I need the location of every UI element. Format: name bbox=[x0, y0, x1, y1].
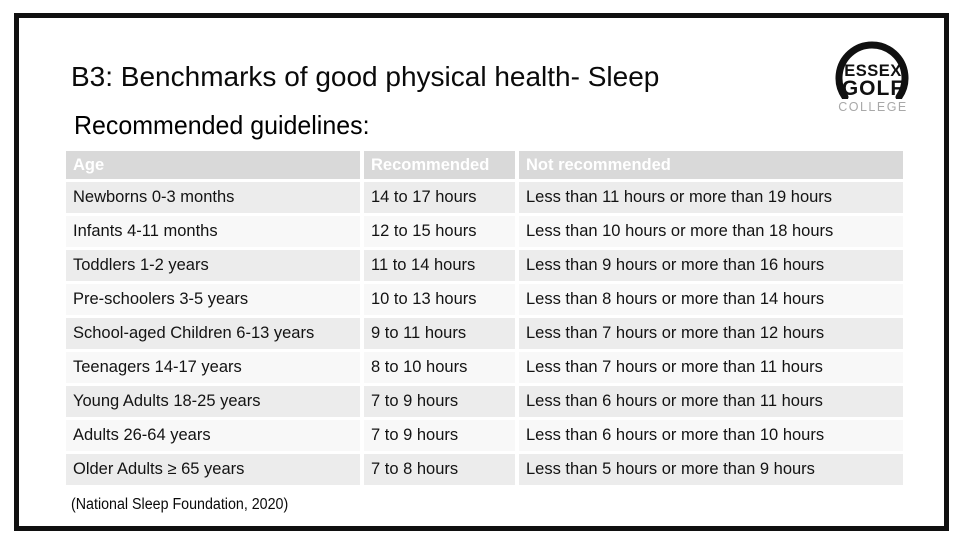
essex-golf-college-logo: ESSEX GOLF COLLEGE bbox=[828, 40, 918, 122]
recommended-cell: 7 to 8 hours bbox=[364, 454, 515, 485]
recommended-cell: 11 to 14 hours bbox=[364, 250, 515, 281]
age-cell: School-aged Children 6-13 years bbox=[66, 318, 360, 349]
age-cell: Older Adults ≥ 65 years bbox=[66, 454, 360, 485]
column-header-not-recommended: Not recommended bbox=[519, 151, 903, 179]
age-cell: Young Adults 18-25 years bbox=[66, 386, 360, 417]
not-recommended-cell: Less than 7 hours or more than 12 hours bbox=[519, 318, 903, 349]
page-title: B3: Benchmarks of good physical health- … bbox=[71, 61, 660, 92]
recommended-cell: 8 to 10 hours bbox=[364, 352, 515, 383]
logo-text-golf: GOLF bbox=[842, 77, 904, 100]
not-recommended-cell: Less than 7 hours or more than 11 hours bbox=[519, 352, 903, 383]
not-recommended-cell: Less than 9 hours or more than 16 hours bbox=[519, 250, 903, 281]
logo-circle-icon: ESSEX GOLF COLLEGE bbox=[835, 41, 909, 114]
recommended-cell: 10 to 13 hours bbox=[364, 284, 515, 315]
recommended-cell: 12 to 15 hours bbox=[364, 216, 515, 247]
recommended-cell: 7 to 9 hours bbox=[364, 386, 515, 417]
age-cell: Adults 26-64 years bbox=[66, 420, 360, 451]
age-cell: Teenagers 14-17 years bbox=[66, 352, 360, 383]
age-cell: Pre-schoolers 3-5 years bbox=[66, 284, 360, 315]
logo-text-college: COLLEGE bbox=[838, 100, 908, 114]
sleep-guidelines-table: Age Recommended Not recommended Newborns… bbox=[66, 151, 903, 485]
not-recommended-cell: Less than 5 hours or more than 9 hours bbox=[519, 454, 903, 485]
recommended-cell: 7 to 9 hours bbox=[364, 420, 515, 451]
slide-border-frame bbox=[14, 13, 949, 531]
recommended-cell: 14 to 17 hours bbox=[364, 182, 515, 213]
logo-text-essex: ESSEX bbox=[844, 62, 902, 80]
not-recommended-cell: Less than 11 hours or more than 19 hours bbox=[519, 182, 903, 213]
citation: (National Sleep Foundation, 2020) bbox=[71, 496, 289, 513]
age-cell: Infants 4-11 months bbox=[66, 216, 360, 247]
recommended-cell: 9 to 11 hours bbox=[364, 318, 515, 349]
not-recommended-cell: Less than 8 hours or more than 14 hours bbox=[519, 284, 903, 315]
not-recommended-cell: Less than 6 hours or more than 10 hours bbox=[519, 420, 903, 451]
not-recommended-cell: Less than 10 hours or more than 18 hours bbox=[519, 216, 903, 247]
column-header-recommended: Recommended bbox=[364, 151, 515, 179]
age-cell: Newborns 0-3 months bbox=[66, 182, 360, 213]
not-recommended-cell: Less than 6 hours or more than 11 hours bbox=[519, 386, 903, 417]
age-cell: Toddlers 1-2 years bbox=[66, 250, 360, 281]
column-header-age: Age bbox=[66, 151, 360, 179]
slide-subtitle: Recommended guidelines: bbox=[74, 110, 370, 140]
